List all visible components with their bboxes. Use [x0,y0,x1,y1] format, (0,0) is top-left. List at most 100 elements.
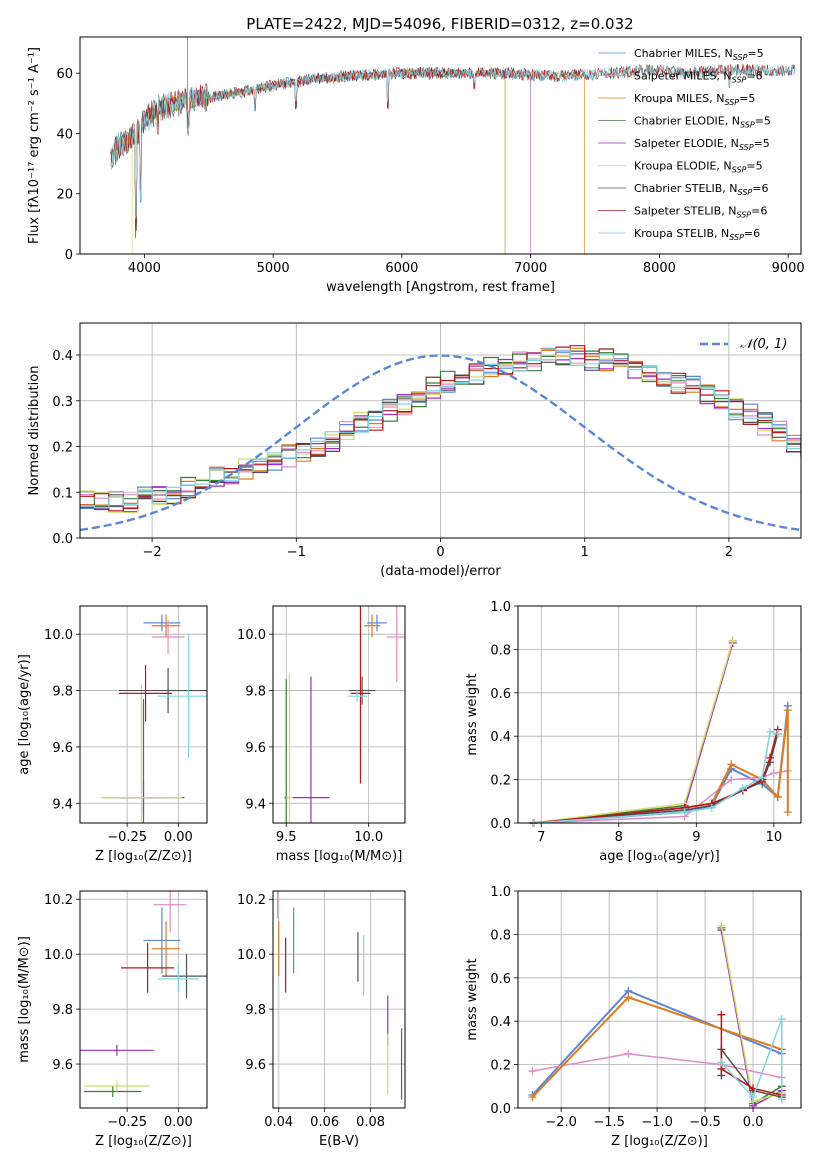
point-chabrier-miles [143,614,181,632]
axes-frame [79,36,802,255]
y-tick-label: 0.0 [490,817,511,832]
marker [777,1095,786,1104]
marker [707,803,716,812]
x-axis-label: mass [log₁₀(M/M⊙)] [276,849,403,864]
point-salpeter-stelib [118,665,173,722]
legend-label-normal: 𝒩(0, 1) [740,337,787,352]
x-tick-label: 7000 [514,261,547,276]
point-kroupa-elodie [84,1080,150,1092]
marker [749,1093,758,1102]
y-tick-label: 0.0 [490,1102,511,1117]
y-tick-label: 0.4 [490,1015,511,1030]
y-tick-label: 9.6 [245,741,266,756]
series-chabrier-elodie [717,923,786,1108]
y-tick-label: 0.4 [490,730,511,745]
y-tick-label: 9.6 [52,1058,73,1073]
marker [624,1049,633,1058]
histogram-chabrier-miles [80,351,801,509]
y-tick-label: 10.0 [44,628,73,643]
x-tick-label: 8000 [643,261,676,276]
y-tick-label: 10.0 [237,628,266,643]
y-tick-label: 9.4 [52,797,73,812]
axes-frame [272,605,406,824]
series-kroupa-elodie [529,636,737,827]
spectrum-line-salpeter-miles-n-ssp-6 [110,68,531,254]
point-salpeter-elodie [292,676,330,823]
marker [717,1010,726,1019]
y-axis-label: mass [log₁₀(M/M⊙)] [17,936,32,1063]
axes-frame [272,890,406,1109]
legend-label-salpeter-elodie-n-ssp-5: Salpeter ELODIE, NSSP=5 [634,137,770,152]
y-tick-label: 10.0 [237,948,266,963]
marker [624,993,633,1002]
x-tick-label: −0.25 [107,830,147,845]
x-axis-label: Z [log₁₀(Z/Z⊙)] [611,1134,708,1149]
x-axis-label: Z [log₁₀(Z/Z⊙)] [95,849,192,864]
y-axis-label: Flux [fλ10⁻¹⁷ erg cm⁻² s⁻¹ A⁻¹] [27,47,42,244]
legend-label-salpeter-stelib-n-ssp-6: Salpeter STELIB, NSSP=6 [634,205,767,220]
y-tick-label: 40 [56,127,73,142]
histogram-salpeter-elodie [80,352,801,513]
x-tick-label: 2 [725,545,733,560]
x-tick-label: −1 [287,545,306,560]
spectrum-line-chabrier-miles-n-ssp-5 [110,68,531,254]
marker [528,1067,537,1076]
series-line [533,640,734,823]
x-tick-label: 1 [581,545,589,560]
mass-vs-metallicity-panel: −0.25 0.00 9.6 9.8 10.0 10.2 Z [log₁₀(Z/Z⊙)] ma… [17,890,208,1149]
spectrum-panel: 4000 5000 6000 7000 8000 9000 0 20 40 60 wavelengt… [27,36,805,295]
legend-label-kroupa-elodie-n-ssp-5: Kroupa ELODIE, NSSP=5 [634,160,763,175]
point-chabrier-stelib [161,954,207,999]
marker [727,775,736,784]
mass-vs-ebv-panel: 0.04 0.06 0.08 9.6 9.8 10.0 10.2 E(B-V) [237,890,406,1149]
y-tick-label: 9.8 [245,685,266,700]
marker [738,784,747,793]
y-tick-label: 0.0 [52,532,73,547]
x-tick-label: 0.00 [164,1115,193,1130]
x-tick-label: 8 [615,830,623,845]
series-line [720,929,783,1107]
y-tick-label: 0.2 [490,774,511,789]
x-tick-label: 9000 [772,261,805,276]
y-axis-label: mass weight [465,958,480,1040]
weight-vs-age-panel: 7 8 9 10 0.0 0.2 0.4 0.6 0.8 1.0 age [log₁₀(age/yr… [465,600,802,864]
y-axis-label: mass weight [465,673,480,755]
y-tick-label: 1.0 [490,600,511,615]
marker [783,706,792,715]
point-chabrier-miles [143,907,181,974]
x-tick-label: 0.0 [743,1115,764,1130]
series-salpeter-stelib [717,1010,786,1099]
point-salpeter-stelib [350,606,371,784]
y-tick-label: 0.8 [490,928,511,943]
axes-frame [79,322,802,539]
x-tick-label: 7 [537,830,545,845]
series-line [533,770,788,823]
point-chabrier-stelib [348,676,376,705]
y-tick-label: 60 [56,67,73,82]
point-kroupa-elodie [286,673,293,823]
marker [777,1015,786,1024]
x-tick-label: 4000 [128,261,161,276]
series-line [533,642,734,823]
series-salpeter-elodie [717,926,786,1110]
marker [528,1093,537,1102]
series-line [720,1014,782,1096]
histogram-chabrier-stelib [80,350,801,511]
series-line [533,705,789,823]
histogram-kroupa-stelib [80,348,801,509]
marker [773,792,782,801]
marker [717,921,726,930]
histogram-salpeter-stelib [80,345,801,512]
x-tick-label: 0.00 [164,830,193,845]
marker [728,636,737,645]
point-kroupa-miles [151,921,181,977]
y-tick-label: 0 [65,248,73,263]
y-tick-label: 9.4 [245,797,266,812]
x-tick-label: 9 [692,830,700,845]
y-tick-label: 9.6 [52,741,73,756]
histogram-kroupa-elodie [80,354,801,514]
point-kroupa-miles [151,614,181,637]
x-tick-label: 0.06 [310,1115,339,1130]
point-kroupa-elodie [100,684,183,823]
point-chabrier-stelib [118,668,207,714]
